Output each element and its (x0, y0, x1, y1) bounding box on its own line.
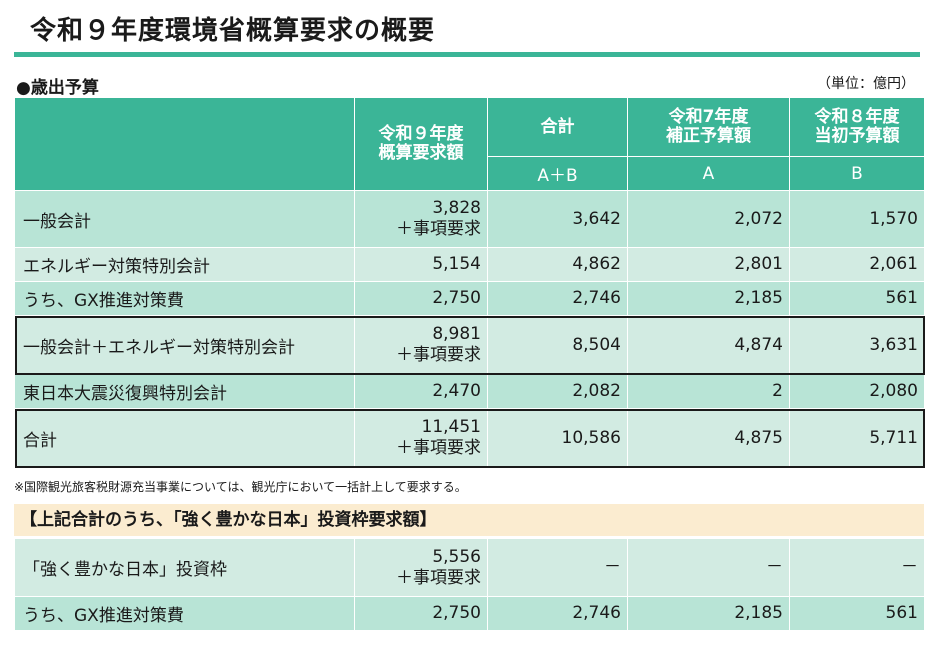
request-value: 2,750 (354, 596, 488, 631)
header-initial: 令和８年度 当初予算額 (789, 97, 925, 157)
table-row: うち、GX推進対策費 2,750 2,746 2,185 561 (14, 281, 925, 316)
total-value: 2,746 (487, 596, 628, 631)
total-value: 2,082 (487, 374, 628, 409)
row-label: 東日本大震災復興特別会計 (14, 374, 355, 409)
row-label: エネルギー対策特別会計 (14, 247, 355, 282)
supplementary-value: 2,185 (627, 596, 790, 631)
request-value: 3,828 (432, 198, 481, 218)
request-note: ＋事項要求 (396, 438, 481, 458)
initial-value: 2,080 (789, 374, 925, 409)
table-row-highlighted: 一般会計＋エネルギー対策特別会計 8,981 ＋事項要求 8,504 4,874 … (14, 315, 925, 375)
request-value: 2,470 (354, 374, 488, 409)
request-note: ＋事項要求 (396, 345, 481, 365)
initial-value: 5,711 (789, 408, 925, 468)
supplementary-value: － (627, 538, 790, 597)
footnote: ※国際観光旅客税財源充当事業については、観光庁において一括計上して要求する。 (14, 480, 467, 494)
request-value: 5,154 (354, 247, 488, 282)
header-request: 令和９年度 概算要求額 (354, 97, 488, 191)
request-note: ＋事項要求 (396, 567, 481, 588)
table-row: うち、GX推進対策費 2,750 2,746 2,185 561 (14, 596, 925, 631)
header-total: 合計 (487, 97, 628, 157)
total-value: 8,504 (487, 315, 628, 375)
table-row-total: 合計 11,451 ＋事項要求 10,586 4,875 5,711 (14, 408, 925, 468)
supplementary-value: 2,185 (627, 281, 790, 316)
request-value: 11,451 (421, 417, 481, 437)
supplementary-value: 2,801 (627, 247, 790, 282)
request-value: 8,981 (432, 324, 481, 344)
row-label: 合計 (14, 408, 355, 468)
title-underline (14, 52, 920, 57)
header-label-cell (14, 97, 355, 191)
initial-value: 3,631 (789, 315, 925, 375)
sub-section-heading: 【上記合計のうち、「強く豊かな日本」投資枠要求額】 (14, 504, 924, 536)
supplementary-value: 2,072 (627, 190, 790, 248)
initial-value: 1,570 (789, 190, 925, 248)
row-label: 一般会計 (14, 190, 355, 248)
total-value: － (487, 538, 628, 597)
request-value: 5,556 (432, 546, 481, 567)
supplementary-value: 4,874 (627, 315, 790, 375)
initial-value: － (789, 538, 925, 597)
table-row: 「強く豊かな日本」投資枠 5,556 ＋事項要求 － － － (14, 538, 925, 597)
request-value: 2,750 (354, 281, 488, 316)
investment-table: 「強く豊かな日本」投資枠 5,556 ＋事項要求 － － － うち、GX推進対策費… (14, 538, 925, 631)
request-cell: 11,451 ＋事項要求 (354, 408, 488, 468)
supplementary-value: 2 (627, 374, 790, 409)
request-cell: 3,828 ＋事項要求 (354, 190, 488, 248)
header-supplementary: 令和7年度 補正予算額 (627, 97, 790, 157)
table-row: 一般会計 3,828 ＋事項要求 3,642 2,072 1,570 (14, 190, 925, 248)
section-heading: ●歳出予算 (16, 78, 99, 98)
unit-label: （単位：億円） (817, 76, 915, 92)
total-value: 4,862 (487, 247, 628, 282)
page-title: 令和９年度環境省概算要求の概要 (30, 16, 436, 46)
initial-value: 561 (789, 281, 925, 316)
total-value: 2,746 (487, 281, 628, 316)
request-cell: 8,981 ＋事項要求 (354, 315, 488, 375)
request-note: ＋事項要求 (396, 219, 481, 239)
initial-value: 561 (789, 596, 925, 631)
total-value: 10,586 (487, 408, 628, 468)
request-cell: 5,556 ＋事項要求 (354, 538, 488, 597)
table-row: 東日本大震災復興特別会計 2,470 2,082 2 2,080 (14, 374, 925, 409)
table-row: エネルギー対策特別会計 5,154 4,862 2,801 2,061 (14, 247, 925, 282)
initial-value: 2,061 (789, 247, 925, 282)
row-label: 一般会計＋エネルギー対策特別会計 (14, 315, 355, 375)
row-label: うち、GX推進対策費 (14, 281, 355, 316)
header-supplementary-sub: A (627, 156, 790, 191)
total-value: 3,642 (487, 190, 628, 248)
supplementary-value: 4,875 (627, 408, 790, 468)
row-label: うち、GX推進対策費 (14, 596, 355, 631)
row-label: 「強く豊かな日本」投資枠 (14, 538, 355, 597)
header-total-sub: A＋B (487, 156, 628, 191)
budget-table: 令和９年度 概算要求額 合計 令和7年度 補正予算額 令和８年度 当初予算額 A… (14, 97, 925, 468)
header-initial-sub: B (789, 156, 925, 191)
